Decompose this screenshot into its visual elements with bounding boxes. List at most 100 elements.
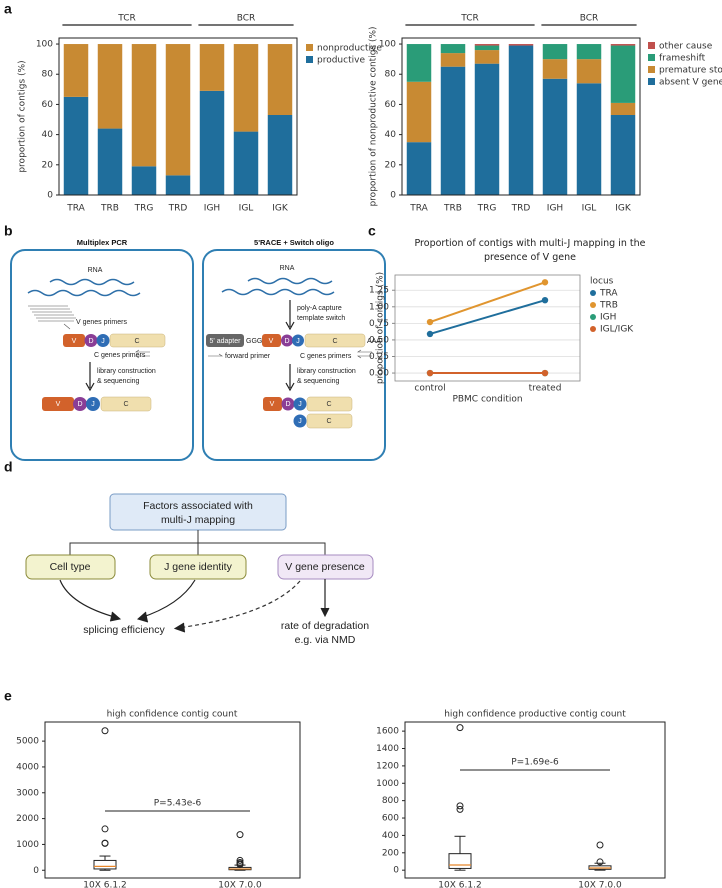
- bar-segment: [97, 128, 123, 195]
- y-tick-label: 20: [385, 160, 397, 170]
- segment-label: J: [298, 418, 302, 425]
- y-tick-label: 5000: [16, 737, 39, 747]
- segment-c: [100, 396, 152, 412]
- arrow: [85, 362, 95, 392]
- y-tick-label: 100: [36, 40, 53, 50]
- x-tick-label: control: [414, 384, 445, 394]
- bar-segment: [576, 83, 602, 195]
- y-tick-label: 0: [47, 191, 53, 201]
- bar-segment: [63, 44, 89, 97]
- segment-label: C: [326, 401, 331, 408]
- rna-wave: [247, 277, 333, 285]
- bar-segment: [542, 44, 568, 60]
- plot-frame: [44, 721, 301, 879]
- x-tick-label: IGK: [272, 204, 289, 214]
- segment-label: V: [56, 401, 61, 408]
- factor-label: J gene identity: [164, 561, 232, 573]
- y-tick-label: 100: [379, 40, 396, 50]
- outcome-label: e.g. via NMD: [295, 634, 356, 646]
- segment-label: C: [332, 338, 337, 345]
- segment-d: [281, 334, 293, 347]
- point: [426, 318, 434, 326]
- panel-label: d: [4, 459, 13, 475]
- step-label: poly-A capture: [297, 305, 342, 312]
- step-label: & sequencing: [297, 378, 340, 385]
- box: [93, 859, 117, 870]
- arrow: [285, 364, 295, 392]
- x-tick-label: IGH: [204, 204, 220, 214]
- point: [541, 296, 549, 304]
- x-tick-label: TRG: [477, 204, 497, 214]
- oligo-label: GGGG: [246, 338, 268, 345]
- bar-segment: [199, 90, 225, 195]
- segment-label: J: [91, 401, 95, 408]
- root-label: Factors associated with: [143, 500, 253, 512]
- legend-label: TRB: [599, 301, 618, 311]
- segment-j: [96, 334, 110, 347]
- adapter: [206, 334, 244, 347]
- segment-c: [109, 333, 166, 348]
- y-tick-label: 600: [382, 814, 399, 824]
- legend-marker: [590, 326, 596, 332]
- x-tick-label: IGH: [547, 204, 563, 214]
- segment-j: [86, 397, 100, 411]
- x-tick-label: TRG: [134, 204, 154, 214]
- x-tick-label: TRB: [100, 204, 119, 214]
- chart-title: high confidence contig count: [107, 710, 238, 720]
- legend-label: IGL/IGK: [600, 325, 634, 335]
- segment-j: [293, 397, 307, 411]
- primer-label: C genes primers: [94, 352, 146, 359]
- y-tick-label: 1000: [376, 779, 399, 789]
- legend-label: IGH: [600, 313, 616, 323]
- chart-title: high confidence productive contig count: [444, 710, 626, 720]
- chart: 0 1000 2000 3000 4000 5000 high confidence con…: [16, 710, 301, 888]
- segment-v: [263, 397, 282, 411]
- bar-segment: [542, 78, 568, 195]
- y-tick-label: 1.00: [369, 302, 389, 312]
- point: [541, 279, 549, 286]
- segment-j: [293, 414, 307, 428]
- legend-title: locus: [590, 277, 614, 287]
- point: [541, 369, 549, 377]
- outlier: [236, 861, 244, 869]
- legend-swatch: [306, 44, 313, 51]
- y-tick-label: 1400: [376, 744, 399, 754]
- step-label: & sequencing: [97, 378, 140, 385]
- x-tick-label: TRA: [66, 204, 85, 214]
- primer-arrows: [357, 349, 372, 359]
- line: [429, 299, 546, 335]
- diagram-b-right: 5'RACE + Switch oligo RNA poly-A capture…: [202, 238, 386, 461]
- segment-label: D: [285, 401, 290, 408]
- arrow: [59, 579, 119, 619]
- y-tick-label: 400: [382, 831, 399, 841]
- box: [10, 249, 194, 461]
- outlier: [456, 724, 464, 732]
- outlier: [101, 825, 109, 833]
- factor-label: V gene presence: [285, 561, 365, 573]
- segment-label: D: [284, 338, 289, 345]
- y-tick-label: 3000: [16, 788, 39, 798]
- bar-segment: [440, 53, 466, 67]
- root-label: multi-J mapping: [161, 514, 235, 526]
- x-tick-label: 10X 7.0.0: [578, 881, 622, 888]
- y-tick-label: 4000: [16, 762, 39, 772]
- y-tick-label: 200: [382, 848, 399, 858]
- segment-label: C: [326, 418, 331, 425]
- y-tick-label: 60: [385, 100, 397, 110]
- y-tick-label: 2000: [16, 814, 39, 824]
- segment-label: V: [72, 338, 77, 345]
- legend-label: premature stop codon: [659, 66, 722, 76]
- segment-label: J: [298, 401, 302, 408]
- bar-segment: [474, 63, 500, 196]
- y-tick-label: 0: [33, 866, 39, 876]
- plot-frame: [394, 274, 581, 382]
- legend-swatch: [648, 78, 655, 85]
- chart: 0 200 400 600 800 1000 1200 1400 1600 high confid…: [376, 710, 666, 888]
- outlier: [456, 802, 464, 810]
- diagram-d: Factors associated with multi-J mapping …: [25, 493, 374, 646]
- chart: 0 20 40 60 80 100 proportion of contigs (%) TRA…: [18, 14, 383, 214]
- segment-label: V: [270, 401, 275, 408]
- y-tick-label: 1.25: [369, 286, 389, 296]
- x-tick-label: TRD: [511, 204, 531, 214]
